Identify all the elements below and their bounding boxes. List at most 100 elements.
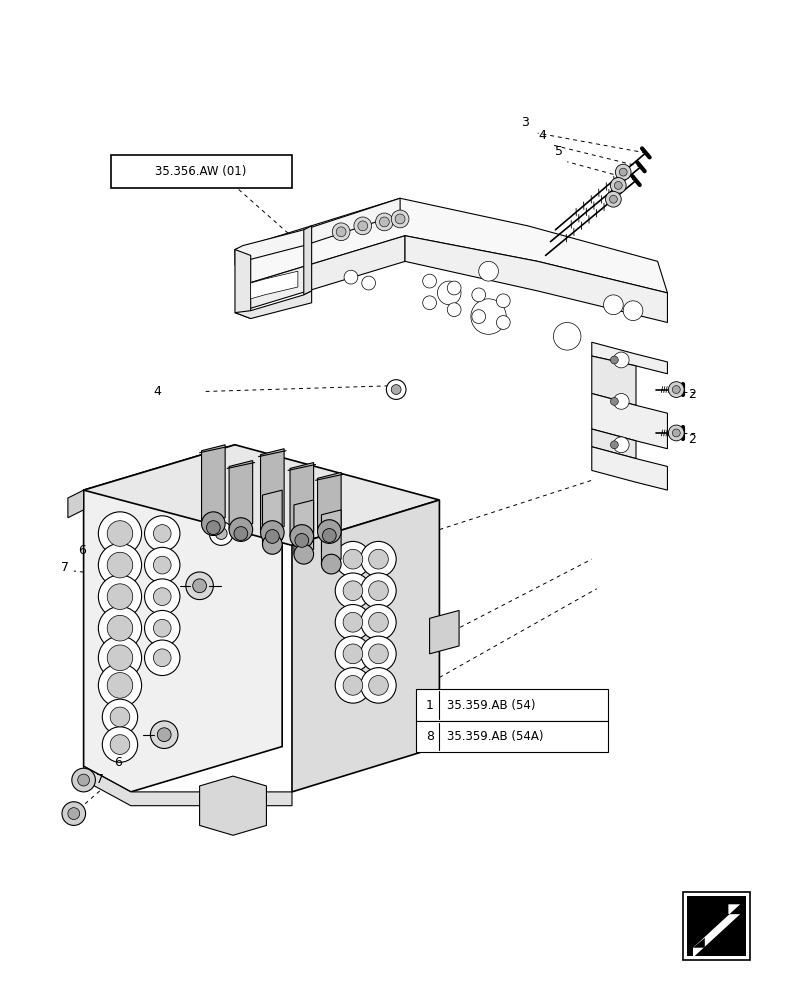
- Text: 3: 3: [521, 116, 528, 129]
- Polygon shape: [251, 271, 298, 299]
- Polygon shape: [200, 776, 266, 835]
- Text: 6: 6: [114, 756, 122, 769]
- Polygon shape: [591, 356, 635, 405]
- Circle shape: [423, 296, 436, 310]
- Circle shape: [343, 612, 363, 632]
- Circle shape: [229, 518, 252, 541]
- Circle shape: [98, 664, 141, 707]
- Polygon shape: [591, 447, 667, 490]
- Polygon shape: [84, 445, 281, 792]
- Circle shape: [71, 768, 95, 792]
- Circle shape: [354, 217, 371, 235]
- Circle shape: [186, 572, 213, 600]
- Text: 7: 7: [61, 561, 69, 574]
- Circle shape: [153, 556, 171, 574]
- Text: 4: 4: [153, 385, 161, 398]
- Circle shape: [667, 425, 684, 441]
- Bar: [686, 896, 745, 956]
- Polygon shape: [294, 500, 313, 554]
- Circle shape: [386, 380, 406, 399]
- Circle shape: [153, 525, 171, 542]
- Circle shape: [150, 721, 178, 748]
- Polygon shape: [303, 226, 311, 295]
- Polygon shape: [234, 198, 400, 265]
- Circle shape: [375, 213, 393, 231]
- Circle shape: [335, 668, 370, 703]
- Circle shape: [98, 606, 141, 650]
- Circle shape: [262, 535, 281, 554]
- Polygon shape: [692, 904, 740, 958]
- Circle shape: [336, 227, 345, 237]
- Circle shape: [368, 644, 388, 664]
- Circle shape: [68, 808, 79, 820]
- Circle shape: [343, 676, 363, 695]
- Circle shape: [192, 579, 206, 593]
- Circle shape: [201, 512, 225, 536]
- Circle shape: [471, 288, 485, 302]
- Circle shape: [98, 512, 141, 555]
- Circle shape: [612, 437, 629, 453]
- Text: 35.356.AW (01): 35.356.AW (01): [155, 165, 246, 178]
- Text: 35.359.AB (54): 35.359.AB (54): [447, 699, 535, 712]
- Polygon shape: [292, 500, 439, 792]
- Text: 4: 4: [538, 129, 546, 142]
- Polygon shape: [405, 236, 667, 322]
- Text: 5: 5: [555, 145, 563, 158]
- Circle shape: [360, 668, 396, 703]
- Circle shape: [157, 728, 171, 742]
- Circle shape: [144, 516, 180, 551]
- Text: 6: 6: [78, 544, 85, 557]
- Circle shape: [335, 605, 370, 640]
- Circle shape: [107, 584, 132, 609]
- Circle shape: [368, 612, 388, 632]
- Circle shape: [153, 619, 171, 637]
- FancyBboxPatch shape: [415, 721, 607, 752]
- Circle shape: [603, 295, 623, 315]
- Circle shape: [368, 676, 388, 695]
- Polygon shape: [692, 938, 704, 948]
- Circle shape: [107, 645, 132, 671]
- Circle shape: [260, 521, 284, 544]
- Text: 7: 7: [97, 773, 104, 786]
- Circle shape: [368, 549, 388, 569]
- Circle shape: [470, 299, 505, 334]
- Text: 35.359.AB (54A): 35.359.AB (54A): [447, 730, 543, 743]
- Polygon shape: [84, 766, 292, 806]
- Circle shape: [335, 573, 370, 608]
- Circle shape: [610, 356, 617, 364]
- Polygon shape: [429, 610, 458, 654]
- Circle shape: [335, 541, 370, 577]
- Circle shape: [144, 579, 180, 614]
- Circle shape: [234, 527, 247, 540]
- Circle shape: [294, 544, 313, 564]
- Polygon shape: [234, 250, 251, 319]
- Circle shape: [362, 276, 375, 290]
- Polygon shape: [591, 342, 667, 374]
- Circle shape: [612, 352, 629, 368]
- Polygon shape: [201, 445, 225, 524]
- Polygon shape: [321, 510, 341, 564]
- Circle shape: [605, 191, 620, 207]
- Circle shape: [335, 636, 370, 672]
- Circle shape: [317, 520, 341, 543]
- Circle shape: [553, 322, 580, 350]
- Circle shape: [360, 541, 396, 577]
- Circle shape: [110, 735, 130, 754]
- Circle shape: [368, 581, 388, 601]
- Circle shape: [343, 644, 363, 664]
- Circle shape: [144, 547, 180, 583]
- Text: 8: 8: [425, 730, 433, 743]
- Circle shape: [614, 181, 621, 189]
- Polygon shape: [234, 291, 311, 319]
- Circle shape: [102, 727, 138, 762]
- Circle shape: [265, 530, 279, 543]
- Circle shape: [332, 223, 350, 241]
- Circle shape: [379, 217, 388, 227]
- Circle shape: [343, 549, 363, 569]
- Text: 2: 2: [687, 433, 695, 446]
- Circle shape: [294, 534, 308, 547]
- Circle shape: [144, 610, 180, 646]
- Polygon shape: [234, 198, 667, 293]
- Circle shape: [423, 274, 436, 288]
- FancyBboxPatch shape: [415, 689, 607, 721]
